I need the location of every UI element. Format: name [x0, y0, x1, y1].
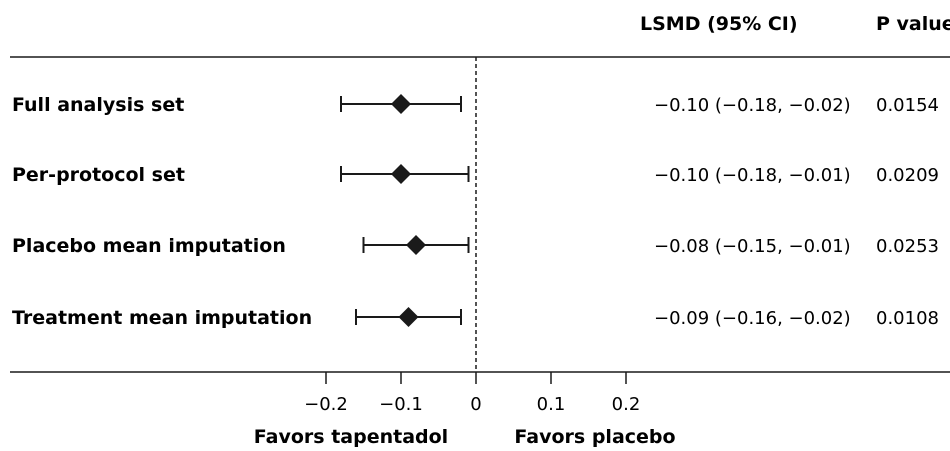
forest-row: Placebo mean imputation −0.08 (−0.15, −0.… [12, 235, 939, 257]
forest-row: Treatment mean imputation −0.09 (−0.16, −… [12, 307, 939, 329]
header-estimate: LSMD (95% CI) [640, 13, 798, 35]
header-pvalue: P value [876, 13, 950, 35]
ci-text: −0.09 (−0.16, −0.02) [654, 308, 851, 329]
forest-row: Per-protocol set −0.10 (−0.18, −0.01) 0.02… [12, 164, 939, 186]
row-label: Full analysis set [12, 94, 184, 116]
x-tick-label: −0.1 [379, 394, 423, 415]
favors-left-label: Favors tapentadol [254, 426, 448, 448]
point-estimate-diamond [391, 164, 411, 184]
favors-right-label: Favors placebo [514, 426, 675, 448]
x-tick-label: 0 [470, 394, 481, 415]
point-estimate-diamond [391, 94, 411, 114]
ci-text: −0.08 (−0.15, −0.01) [654, 236, 851, 257]
row-label: Treatment mean imputation [12, 307, 312, 329]
x-tick-label: −0.2 [304, 394, 348, 415]
x-tick-label: 0.1 [537, 394, 566, 415]
p-value: 0.0108 [876, 308, 939, 329]
point-estimate-diamond [398, 307, 419, 327]
forest-row: Full analysis set −0.10 (−0.18, −0.02) 0.0… [12, 94, 939, 116]
rows-group: Full analysis set −0.10 (−0.18, −0.02) 0.0… [12, 94, 939, 329]
p-value: 0.0209 [876, 165, 939, 186]
row-label: Per-protocol set [12, 164, 185, 186]
x-tick-label: 0.2 [612, 394, 641, 415]
point-estimate-diamond [406, 235, 426, 255]
p-value: 0.0154 [876, 95, 939, 116]
p-value: 0.0253 [876, 236, 939, 257]
ci-text: −0.10 (−0.18, −0.02) [654, 95, 851, 116]
ci-text: −0.10 (−0.18, −0.01) [654, 165, 851, 186]
row-label: Placebo mean imputation [12, 235, 286, 257]
x-axis: −0.2 −0.1 0 0.1 0.2 [304, 372, 640, 415]
